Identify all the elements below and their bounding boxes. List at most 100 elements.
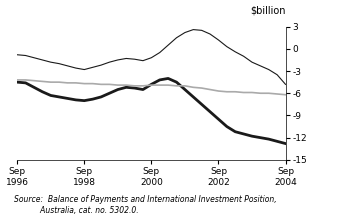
Net income bbox=[191, 86, 195, 89]
Balance on goods and services bbox=[23, 54, 28, 57]
Net income bbox=[99, 83, 103, 86]
Net income bbox=[225, 90, 229, 93]
Balance on current account bbox=[283, 142, 288, 145]
Balance on current account bbox=[99, 96, 103, 98]
Balance on goods and services bbox=[132, 58, 137, 61]
Balance on goods and services bbox=[283, 83, 288, 86]
Balance on current account bbox=[191, 96, 195, 98]
Balance on current account bbox=[15, 81, 19, 83]
Net income bbox=[183, 85, 187, 87]
Net income bbox=[174, 85, 179, 87]
Balance on goods and services bbox=[90, 66, 95, 69]
Balance on current account bbox=[32, 86, 36, 89]
Balance on current account bbox=[158, 79, 162, 81]
Balance on goods and services bbox=[107, 61, 111, 63]
Balance on goods and services bbox=[149, 56, 153, 59]
Net income bbox=[233, 90, 237, 93]
Balance on current account bbox=[241, 133, 246, 135]
Net income bbox=[283, 93, 288, 96]
Balance on goods and services bbox=[174, 36, 179, 39]
Balance on goods and services bbox=[250, 61, 254, 63]
Balance on goods and services bbox=[32, 56, 36, 59]
Balance on goods and services bbox=[74, 67, 78, 69]
Net income bbox=[275, 93, 279, 95]
Balance on goods and services bbox=[183, 31, 187, 34]
Net income bbox=[107, 83, 111, 86]
Balance on goods and services bbox=[267, 68, 271, 71]
Balance on goods and services bbox=[15, 54, 19, 56]
Balance on goods and services bbox=[141, 59, 145, 62]
Balance on goods and services bbox=[216, 39, 221, 41]
Line: Net income: Net income bbox=[17, 80, 286, 95]
Net income bbox=[57, 81, 61, 83]
Balance on current account bbox=[208, 110, 212, 113]
Balance on goods and services bbox=[275, 73, 279, 76]
Net income bbox=[258, 92, 262, 95]
Net income bbox=[141, 85, 145, 87]
Balance on goods and services bbox=[241, 55, 246, 57]
Net income bbox=[65, 81, 69, 84]
Balance on goods and services bbox=[65, 65, 69, 67]
Text: $billion: $billion bbox=[250, 6, 286, 16]
Net income bbox=[82, 82, 86, 85]
Balance on current account bbox=[49, 94, 53, 97]
Net income bbox=[116, 84, 120, 86]
Net income bbox=[267, 92, 271, 95]
Net income bbox=[241, 91, 246, 94]
Net income bbox=[90, 82, 95, 85]
Balance on current account bbox=[258, 136, 262, 139]
Net income bbox=[166, 84, 170, 86]
Balance on goods and services bbox=[191, 28, 195, 31]
Balance on current account bbox=[116, 88, 120, 91]
Net income bbox=[132, 85, 137, 87]
Net income bbox=[158, 84, 162, 86]
Balance on goods and services bbox=[124, 57, 128, 60]
Net income bbox=[49, 81, 53, 83]
Balance on current account bbox=[183, 88, 187, 91]
Balance on current account bbox=[216, 118, 221, 121]
Balance on current account bbox=[275, 140, 279, 143]
Net income bbox=[200, 87, 204, 89]
Net income bbox=[23, 79, 28, 81]
Balance on goods and services bbox=[258, 65, 262, 67]
Line: Balance on current account: Balance on current account bbox=[17, 78, 286, 144]
Balance on current account bbox=[132, 87, 137, 89]
Balance on current account bbox=[250, 135, 254, 137]
Balance on goods and services bbox=[200, 29, 204, 32]
Net income bbox=[32, 79, 36, 82]
Balance on goods and services bbox=[225, 45, 229, 48]
Balance on current account bbox=[82, 99, 86, 102]
Text: Source:  Balance of Payments and International Investment Position,
           A: Source: Balance of Payments and Internat… bbox=[14, 194, 276, 215]
Balance on goods and services bbox=[82, 68, 86, 71]
Balance on current account bbox=[124, 86, 128, 89]
Net income bbox=[40, 80, 44, 83]
Balance on goods and services bbox=[158, 51, 162, 54]
Balance on current account bbox=[233, 130, 237, 133]
Balance on current account bbox=[225, 125, 229, 128]
Balance on current account bbox=[149, 83, 153, 86]
Net income bbox=[15, 79, 19, 81]
Balance on goods and services bbox=[49, 61, 53, 63]
Net income bbox=[74, 81, 78, 84]
Balance on current account bbox=[107, 92, 111, 95]
Net income bbox=[208, 88, 212, 91]
Balance on current account bbox=[90, 98, 95, 101]
Balance on goods and services bbox=[40, 59, 44, 61]
Balance on goods and services bbox=[99, 64, 103, 66]
Balance on current account bbox=[141, 88, 145, 91]
Balance on current account bbox=[166, 77, 170, 80]
Balance on goods and services bbox=[233, 50, 237, 53]
Balance on current account bbox=[200, 103, 204, 106]
Balance on current account bbox=[57, 96, 61, 98]
Balance on current account bbox=[174, 81, 179, 83]
Balance on goods and services bbox=[166, 44, 170, 46]
Line: Balance on goods and services: Balance on goods and services bbox=[17, 30, 286, 84]
Net income bbox=[149, 84, 153, 86]
Balance on goods and services bbox=[116, 59, 120, 61]
Net income bbox=[124, 84, 128, 86]
Balance on current account bbox=[65, 97, 69, 100]
Net income bbox=[250, 91, 254, 94]
Balance on goods and services bbox=[57, 62, 61, 65]
Net income bbox=[216, 90, 221, 92]
Balance on current account bbox=[74, 99, 78, 101]
